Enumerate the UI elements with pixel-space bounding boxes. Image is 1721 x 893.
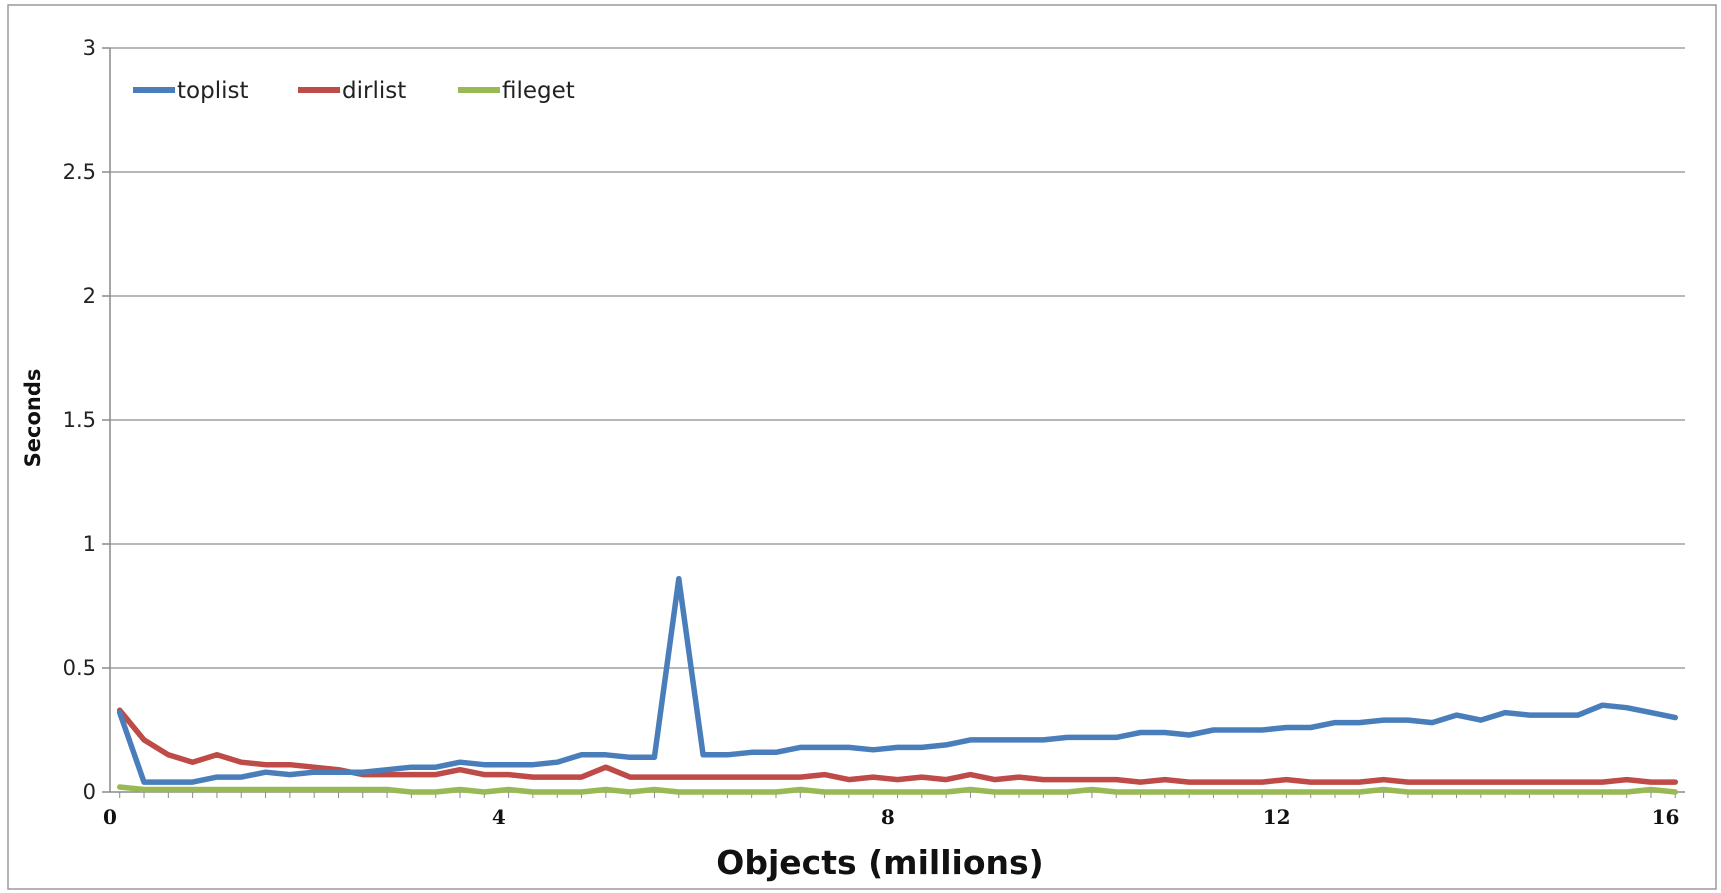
y-tick-label: 1 <box>83 532 96 556</box>
series-line-toplist <box>116 575 1679 785</box>
y-tick-label: 0 <box>83 780 96 804</box>
y-tick-label: 3 <box>83 36 96 60</box>
y-tick-label: 2 <box>83 284 96 308</box>
legend-label-dirlist: dirlist <box>342 78 406 104</box>
y-tick-label: 2.5 <box>63 160 96 184</box>
x-axis-label: Objects (millions) <box>716 843 1043 882</box>
chart-border <box>7 4 1717 890</box>
legend: toplist dirlist fileget <box>133 78 575 104</box>
x-tick-label: 4 <box>492 805 506 829</box>
series-lines <box>116 575 1679 795</box>
legend-label-fileget: fileget <box>502 78 575 104</box>
x-tick-label: 0 <box>103 805 117 829</box>
legend-label-toplist: toplist <box>177 78 248 104</box>
x-tick-label: 12 <box>1263 805 1291 829</box>
series-line-fileget <box>116 784 1679 795</box>
y-tick-label: 1.5 <box>63 408 96 432</box>
x-tick-label: 8 <box>881 805 895 829</box>
grid-lines <box>110 47 1685 669</box>
y-axis-label: Seconds <box>21 369 45 468</box>
x-tick-label: 16 <box>1652 805 1680 829</box>
y-tick-label: 0.5 <box>63 656 96 680</box>
series-line-dirlist <box>116 707 1679 785</box>
